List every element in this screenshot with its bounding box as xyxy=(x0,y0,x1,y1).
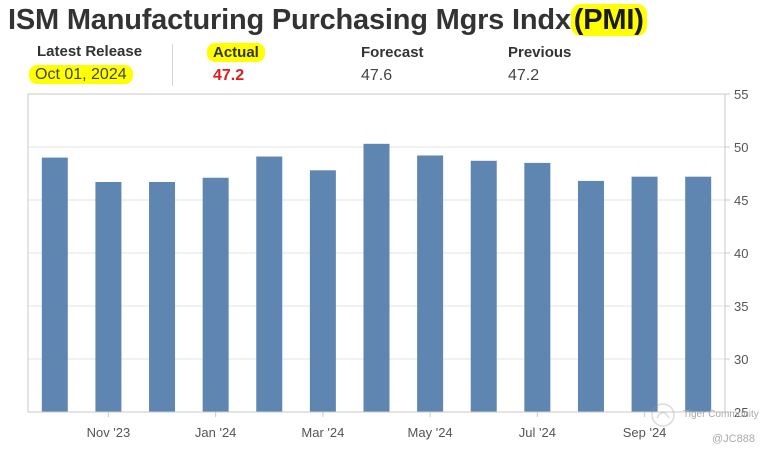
page-title: ISM Manufacturing Purchasing Mgrs Indx (P… xyxy=(8,4,647,37)
bar xyxy=(256,156,283,412)
actual-label: Actual xyxy=(207,43,265,62)
y-tick-label: 45 xyxy=(734,193,748,208)
bar xyxy=(41,157,68,412)
x-tick-label: May '24 xyxy=(408,425,453,440)
watermark-brand: Tiger Community xyxy=(683,409,759,420)
previous-label: Previous xyxy=(508,44,572,61)
previous-value: 47.2 xyxy=(508,67,540,84)
y-tick-label: 55 xyxy=(734,87,748,102)
x-tick-label: Nov '23 xyxy=(87,425,131,440)
latest-release-block: Latest Release Oct 01, 2024 xyxy=(29,43,143,84)
y-tick-label: 40 xyxy=(734,246,748,261)
x-tick-labels: Nov '23 Jan '24 Mar '24 May '24 Jul '24 Sep '… xyxy=(87,412,667,440)
bar xyxy=(631,176,658,412)
latest-release-label: Latest Release xyxy=(37,43,143,60)
x-tick-label: Jul '24 xyxy=(519,425,556,440)
y-tick-labels: 25 30 35 40 45 50 55 xyxy=(725,87,748,420)
watermark-handle: @JC888 xyxy=(712,433,755,445)
actual-value: 47.2 xyxy=(213,67,245,84)
forecast-value: 47.6 xyxy=(361,67,393,84)
bar xyxy=(417,155,444,413)
header-divider xyxy=(172,44,173,86)
y-tick-label: 25 xyxy=(734,405,748,420)
x-tick-label: Jan '24 xyxy=(195,425,237,440)
bars xyxy=(41,143,712,413)
previous-block: Previous 47.2 xyxy=(508,44,571,85)
title-main: ISM Manufacturing Purchasing Mgrs Indx xyxy=(8,4,571,36)
x-tick-label: Sep '24 xyxy=(623,425,667,440)
forecast-block: Forecast 47.6 xyxy=(361,44,424,85)
forecast-label: Forecast xyxy=(361,44,424,61)
latest-release-value: Oct 01, 2024 xyxy=(29,65,133,84)
bar xyxy=(685,176,712,412)
bar xyxy=(309,170,336,412)
bar xyxy=(524,162,551,412)
y-tick-label: 50 xyxy=(734,140,748,155)
y-tick-label: 30 xyxy=(734,352,748,367)
bar xyxy=(202,177,229,412)
bar xyxy=(363,143,390,412)
y-tick-label: 35 xyxy=(734,299,748,314)
bar xyxy=(470,160,497,412)
bar xyxy=(95,181,122,412)
tiger-logo-icon xyxy=(651,403,675,427)
actual-block: Actual 47.2 xyxy=(207,43,265,85)
x-tick-label: Mar '24 xyxy=(301,425,344,440)
title-highlight: (PMI) xyxy=(570,4,647,36)
bar xyxy=(577,180,604,412)
bar xyxy=(149,181,176,412)
